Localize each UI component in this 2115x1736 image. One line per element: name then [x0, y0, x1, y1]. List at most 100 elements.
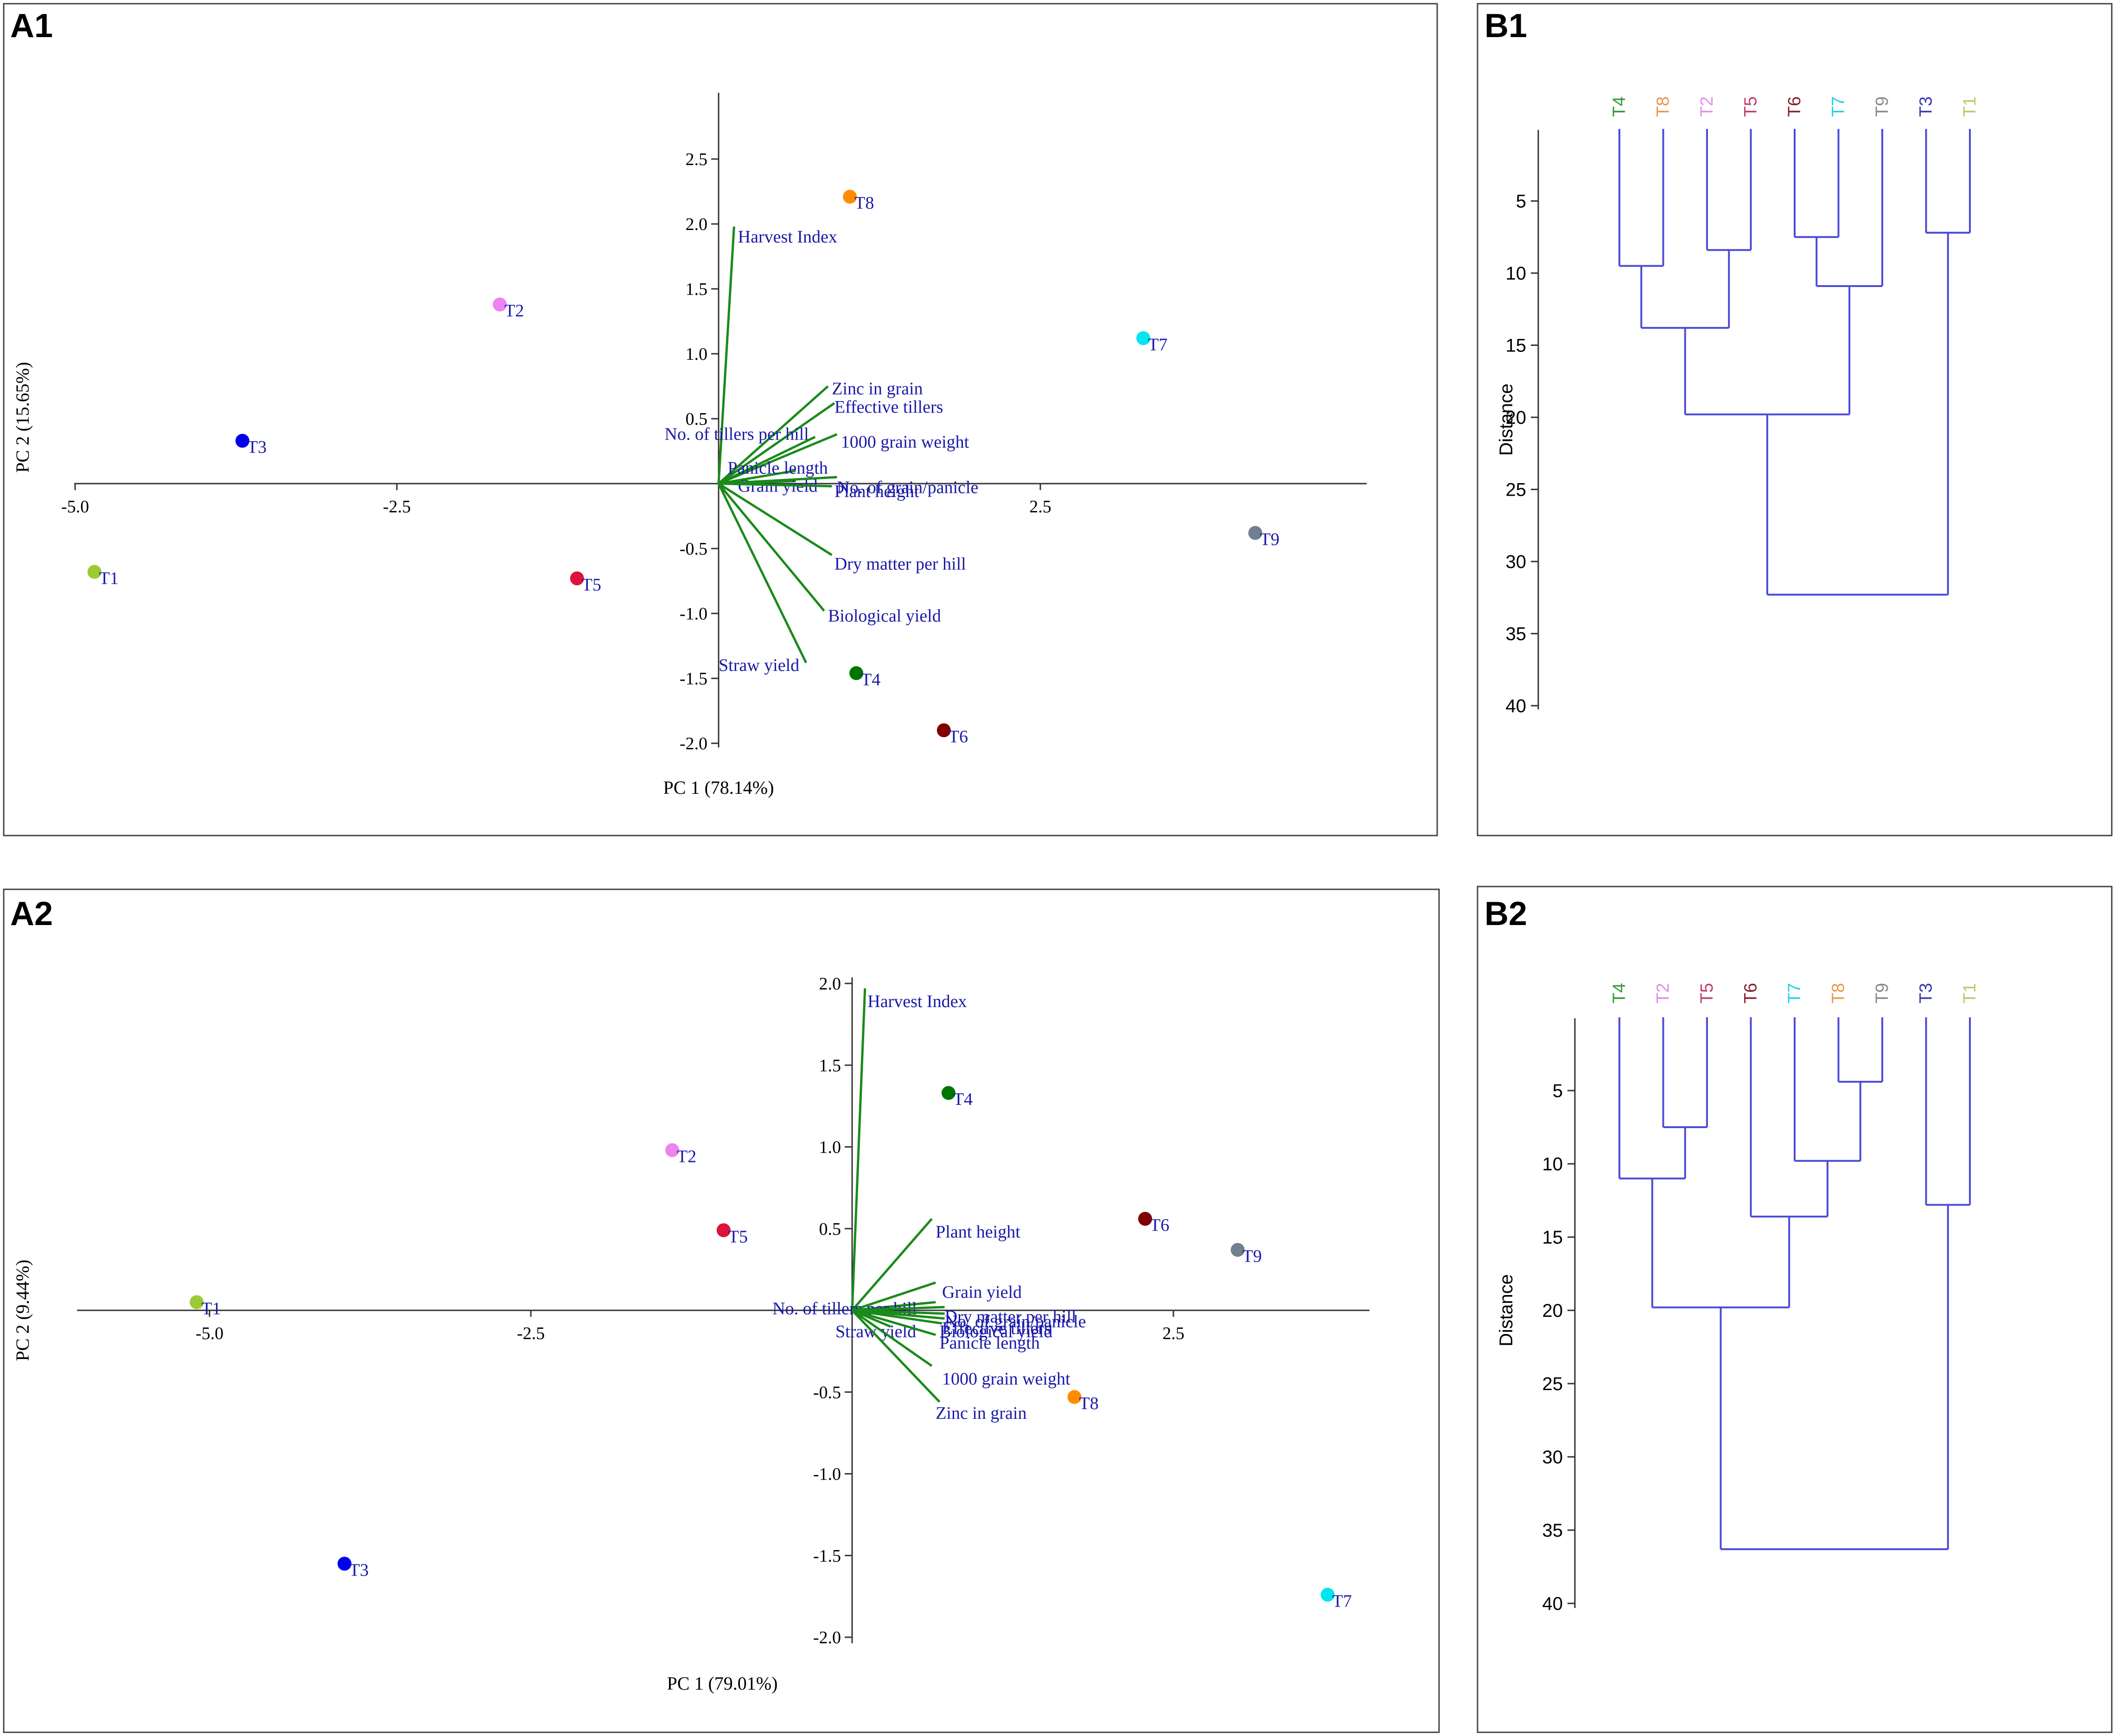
- leaf-label: T8: [1654, 96, 1673, 117]
- loading-label: Biological yield: [828, 606, 941, 626]
- treatment-point: [235, 434, 249, 448]
- distance-tick-label: 5: [1553, 1081, 1563, 1101]
- leaf-label: T1: [1960, 983, 1980, 1003]
- treatment-point: [190, 1295, 204, 1309]
- loading-vector: [717, 483, 808, 664]
- y-tick-label: 1.5: [819, 1056, 841, 1075]
- treatment-point: [1067, 1390, 1082, 1404]
- treatment-label: T3: [349, 1560, 369, 1580]
- leaf-label: T7: [1785, 983, 1804, 1003]
- distance-tick-label: 30: [1506, 552, 1527, 572]
- distance-tick-label: 15: [1506, 336, 1527, 356]
- leaf-label: T8: [1829, 983, 1848, 1003]
- leaf-label: T2: [1654, 983, 1673, 1003]
- leaf-label: T7: [1829, 96, 1848, 117]
- leaf-label: T9: [1873, 96, 1892, 117]
- y-tick-label: -1.0: [680, 604, 707, 624]
- loading-vector: [851, 1309, 933, 1367]
- y-tick-label: 0.5: [686, 409, 708, 429]
- treatment-label: T3: [247, 438, 267, 457]
- y-tick-label: 2.0: [819, 974, 841, 994]
- distance-tick-label: 30: [1542, 1447, 1563, 1468]
- x-tick-label: 2.5: [1029, 497, 1051, 517]
- treatment-label: T4: [861, 670, 880, 689]
- loading-vector: [851, 1218, 933, 1311]
- loading-label: Plant height: [835, 482, 919, 501]
- leaf-label: T5: [1697, 983, 1717, 1003]
- treatment-point: [716, 1223, 731, 1238]
- x-tick-label: -2.5: [517, 1324, 545, 1343]
- loading-vector: [851, 1309, 941, 1403]
- panel-a2-frame: [3, 888, 1440, 1733]
- dendrogram-b2: 5 10 15 20 25 30 35 40 Distance T4 T2 T5 T6 T7 T8 T9 T3 T…: [1496, 983, 1980, 1614]
- treatment-point: [849, 666, 864, 680]
- distance-tick-label: 40: [1506, 696, 1527, 716]
- loading-vector: [852, 1281, 936, 1312]
- loading-vector: [718, 385, 829, 485]
- loading-label: Panicle length: [939, 1334, 1039, 1353]
- panel-b2-label: B2: [1484, 895, 1527, 932]
- loading-vector: [718, 482, 832, 488]
- biplot-a2: -5.0 -2.5 2.5 2.0 1.5 1.0 0.5 -0.5 -1.0 -1.5 -2.0 P…: [12, 974, 1370, 1694]
- loading-vector: [717, 226, 735, 484]
- loading-label: Effective tillers: [835, 397, 943, 417]
- loading-label: Dry matter per hill: [945, 1307, 1077, 1327]
- x-axis-title: PC 1 (79.01%): [667, 1673, 778, 1694]
- treatment-label: T4: [953, 1090, 973, 1109]
- distance-tick-label: 35: [1542, 1520, 1563, 1541]
- distance-tick-label: 25: [1542, 1374, 1563, 1394]
- treatment-label: T6: [949, 727, 968, 747]
- treatment-point: [936, 723, 951, 737]
- leaf-label: T2: [1697, 96, 1717, 117]
- x-tick-label: 2.5: [1162, 1324, 1185, 1343]
- treatment-point: [843, 190, 857, 204]
- y-tick-label: -1.5: [813, 1546, 841, 1566]
- y-tick-label: 1.0: [819, 1138, 841, 1157]
- treatment-point: [1138, 1212, 1153, 1226]
- loading-vector: [718, 469, 796, 485]
- dendrogram-b1: 5 10 15 20 25 30 35 40 Distance T4 T8 T2 T5 T6 T7 T9 T3 T…: [1496, 96, 1980, 716]
- loading-vector: [851, 988, 866, 1311]
- y-tick-label: -0.5: [680, 539, 707, 559]
- treatment-label: T5: [728, 1227, 748, 1246]
- distance-tick-label: 20: [1542, 1301, 1563, 1321]
- treatment-label: T7: [1332, 1591, 1352, 1611]
- loading-label: Grain yield: [942, 1283, 1022, 1302]
- y-tick-label: -1.0: [813, 1465, 841, 1484]
- treatment-label: T5: [582, 575, 601, 594]
- x-axis-title: PC 1 (78.14%): [663, 777, 774, 798]
- treatment-label: T8: [854, 193, 874, 213]
- loading-label: 1000 grain weight: [841, 432, 969, 452]
- y-tick-label: 1.0: [686, 345, 708, 364]
- panel-a1-frame: [3, 3, 1438, 836]
- loading-label: 1000 grain weight: [942, 1369, 1070, 1389]
- loading-vector: [852, 1309, 943, 1325]
- loading-vector: [718, 476, 837, 485]
- y-tick-label: 0.5: [819, 1219, 841, 1239]
- leaf-label: T4: [1610, 96, 1629, 117]
- treatment-point: [1136, 331, 1151, 345]
- leaf-label: T6: [1785, 96, 1804, 117]
- panel-a2-label: A2: [10, 895, 53, 932]
- loading-label: No. of grain/panicle: [837, 478, 978, 497]
- treatment-point: [1230, 1243, 1245, 1257]
- y-tick-label: -2.0: [680, 734, 707, 753]
- loading-label: Zinc in grain: [936, 1404, 1026, 1423]
- loading-label: No. of tillers per hill: [664, 425, 809, 444]
- treatment-point: [665, 1143, 679, 1157]
- treatment-point: [1320, 1588, 1335, 1602]
- leaf-label: T5: [1741, 96, 1761, 117]
- loading-label: Effective tillers: [942, 1319, 1051, 1338]
- leaf-label: T1: [1960, 96, 1980, 117]
- panel-b1-label: B1: [1484, 7, 1527, 45]
- leaf-label: T3: [1917, 983, 1936, 1003]
- treatment-point: [570, 571, 584, 586]
- distance-tick-label: 35: [1506, 624, 1527, 645]
- treatment-label: T2: [504, 301, 524, 321]
- y-tick-label: 2.0: [686, 215, 708, 234]
- treatment-label: T6: [1150, 1216, 1169, 1235]
- treatment-point: [1248, 526, 1262, 540]
- distance-tick-label: 10: [1542, 1154, 1563, 1174]
- loading-vector: [852, 1309, 936, 1336]
